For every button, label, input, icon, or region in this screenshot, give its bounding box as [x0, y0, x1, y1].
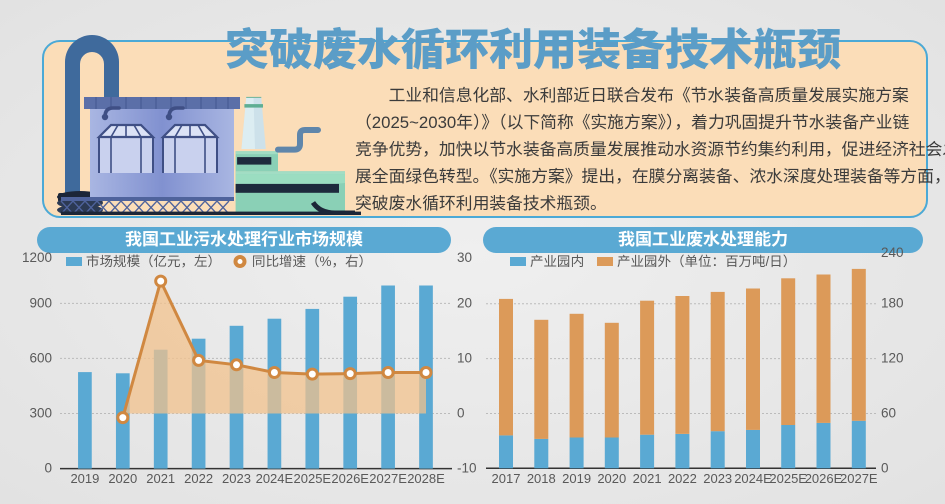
svg-text:2023: 2023	[222, 471, 251, 486]
svg-text:2019: 2019	[562, 471, 591, 486]
svg-text:2024E: 2024E	[734, 471, 772, 486]
svg-text:1200: 1200	[22, 250, 52, 265]
svg-text:同比增速（%，右）: 同比增速（%，右）	[252, 254, 372, 269]
svg-text:2019: 2019	[70, 471, 99, 486]
svg-text:120: 120	[881, 351, 904, 366]
svg-text:产业园内: 产业园内	[530, 254, 584, 269]
svg-text:2027E: 2027E	[840, 471, 878, 486]
svg-text:2021: 2021	[633, 471, 662, 486]
svg-text:2021: 2021	[146, 471, 175, 486]
svg-text:2024E: 2024E	[256, 471, 294, 486]
svg-text:900: 900	[29, 296, 52, 311]
svg-text:市场规模（亿元，左）: 市场规模（亿元，左）	[86, 254, 221, 269]
svg-text:0: 0	[44, 461, 52, 476]
svg-text:2025E: 2025E	[294, 471, 332, 486]
svg-text:180: 180	[881, 296, 904, 311]
svg-text:2026E: 2026E	[331, 471, 369, 486]
svg-text:2022: 2022	[184, 471, 213, 486]
svg-text:2022: 2022	[668, 471, 697, 486]
svg-text:0: 0	[881, 461, 889, 476]
svg-text:2025E: 2025E	[769, 471, 807, 486]
svg-text:300: 300	[29, 406, 52, 421]
svg-text:2026E: 2026E	[805, 471, 843, 486]
svg-text:2020: 2020	[108, 471, 137, 486]
svg-text:2017: 2017	[492, 471, 521, 486]
svg-text:2018: 2018	[527, 471, 556, 486]
svg-text:600: 600	[29, 351, 52, 366]
svg-text:产业园外（单位：百万吨/日）: 产业园外（单位：百万吨/日）	[617, 254, 796, 269]
svg-text:0: 0	[457, 406, 465, 421]
svg-text:240: 240	[881, 245, 904, 260]
svg-text:2023: 2023	[703, 471, 732, 486]
svg-text:2027E: 2027E	[369, 471, 407, 486]
svg-text:2028E: 2028E	[407, 471, 445, 486]
svg-text:60: 60	[881, 406, 896, 421]
svg-text:2020: 2020	[597, 471, 626, 486]
